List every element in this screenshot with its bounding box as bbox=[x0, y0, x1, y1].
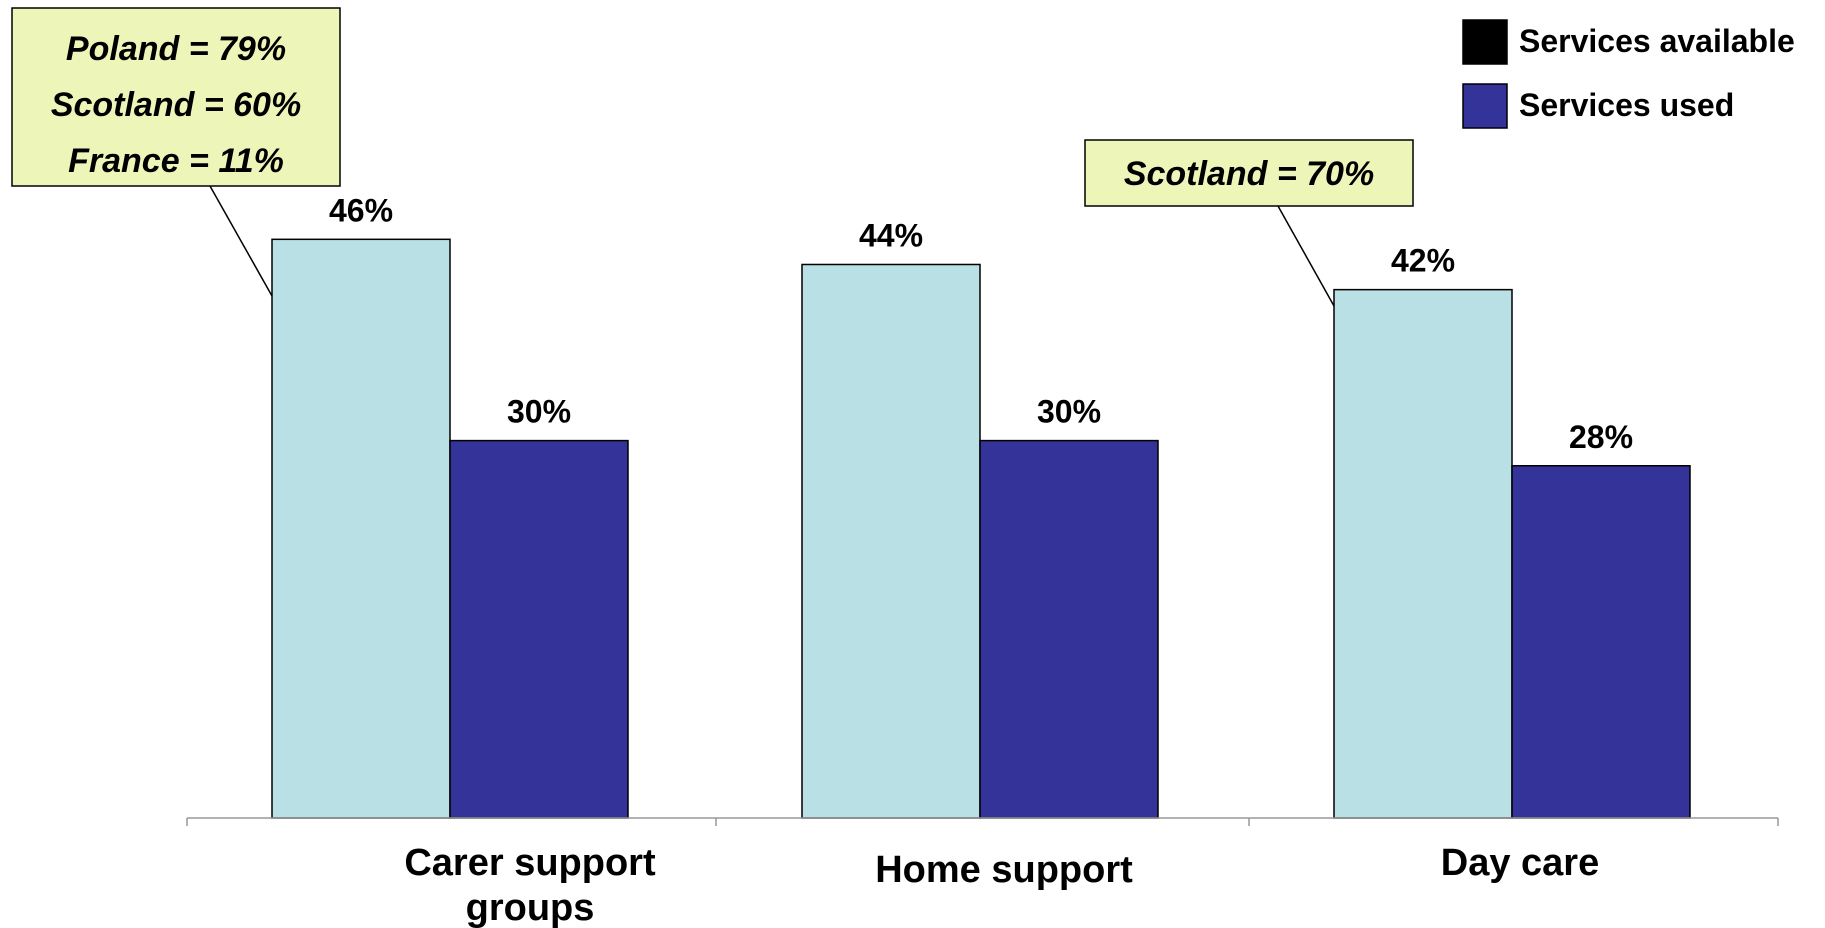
data-label: 30% bbox=[507, 394, 571, 430]
annotation-text: France = 11% bbox=[68, 142, 284, 180]
data-label: 28% bbox=[1569, 419, 1633, 455]
annotation-box bbox=[1084, 139, 1414, 207]
category-label: Home support bbox=[875, 849, 1133, 891]
data-label: 42% bbox=[1391, 243, 1455, 279]
data-labels: 46% 44% 42% 30% 30% 28% bbox=[329, 192, 1633, 454]
annotation-callout: Poland = 79% Scotland = 60% France = 11% bbox=[11, 7, 341, 297]
annotation-text: Scotland = 70% bbox=[1124, 155, 1374, 193]
legend-label: Services available bbox=[1519, 23, 1795, 59]
bar-services-used-1 bbox=[449, 439, 629, 819]
data-label: 44% bbox=[859, 217, 923, 253]
legend-swatch bbox=[1462, 83, 1508, 129]
bar-services-used-2 bbox=[979, 439, 1159, 819]
legend-swatch bbox=[1462, 19, 1508, 65]
annotation-callout: Scotland = 70% bbox=[1084, 139, 1414, 307]
bars-group bbox=[271, 238, 1691, 819]
annotation-leader-line bbox=[1277, 205, 1335, 307]
category-label: Carer support groups bbox=[404, 842, 656, 928]
annotation-leader-line bbox=[209, 185, 273, 297]
legend-label: Services used bbox=[1519, 87, 1734, 123]
annotation-text: Scotland = 60% bbox=[51, 86, 301, 124]
annotation-text: Poland = 79% bbox=[66, 30, 286, 68]
category-label: Day care bbox=[1441, 842, 1599, 884]
legend-item: Services available bbox=[1462, 19, 1795, 65]
bar-services-available-3 bbox=[1333, 288, 1513, 819]
category-labels: Carer support groups Home support Day care bbox=[404, 842, 1599, 928]
bar-services-available-1 bbox=[271, 238, 451, 819]
data-label: 30% bbox=[1037, 394, 1101, 430]
x-axis bbox=[186, 817, 1779, 826]
bar-services-available-2 bbox=[801, 263, 981, 819]
data-label: 46% bbox=[329, 192, 393, 228]
bar-services-used-3 bbox=[1511, 465, 1691, 819]
annotation-box bbox=[11, 7, 341, 187]
legend-item: Services used bbox=[1462, 83, 1734, 129]
annotations: Poland = 79% Scotland = 60% France = 11% Sc… bbox=[11, 7, 1414, 307]
legend: Services available Services used bbox=[1462, 19, 1795, 129]
